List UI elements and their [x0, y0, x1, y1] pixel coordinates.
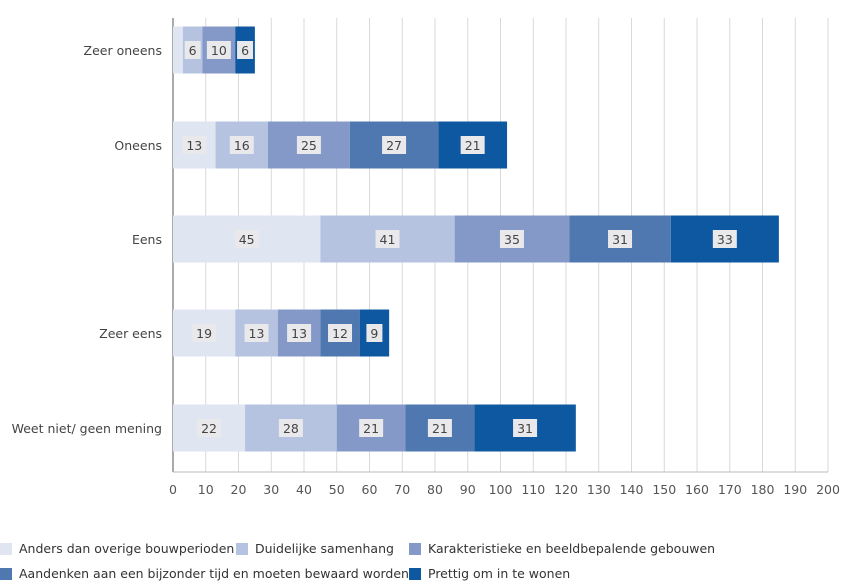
data-label: 22 [201, 421, 217, 436]
category-label: Zeer eens [99, 326, 162, 341]
x-tick-label: 20 [231, 482, 247, 497]
data-label: 28 [283, 421, 299, 436]
x-tick-label: 110 [521, 482, 545, 497]
x-tick-label: 60 [362, 482, 378, 497]
x-tick-label: 160 [685, 482, 709, 497]
data-label-bg [234, 230, 259, 248]
data-label-bg [382, 136, 407, 154]
x-tick-label: 40 [296, 482, 312, 497]
data-label: 13 [186, 138, 202, 153]
bar-segment [173, 26, 183, 74]
data-label: 12 [332, 326, 348, 341]
x-tick-label: 180 [751, 482, 775, 497]
data-label: 13 [249, 326, 265, 341]
data-label-bg [359, 419, 384, 437]
x-tick-label: 140 [620, 482, 644, 497]
data-label-bg [427, 419, 452, 437]
legend-label-3: Karakteristieke en beeldbepalende gebouw… [428, 541, 716, 556]
x-tick-label: 80 [427, 482, 443, 497]
x-tick-label: 30 [263, 482, 279, 497]
data-label: 31 [612, 232, 628, 247]
data-label-bg [499, 230, 524, 248]
data-label: 21 [465, 138, 481, 153]
x-tick-label: 200 [816, 482, 840, 497]
category-label: Eens [132, 232, 162, 247]
data-label-bg [608, 230, 633, 248]
data-label: 35 [504, 232, 520, 247]
legend-swatch-3 [409, 542, 421, 555]
data-label-bg [460, 136, 485, 154]
category-label: Oneens [114, 138, 162, 153]
data-label-bg [192, 324, 217, 342]
legend-label-1: Anders dan overige bouwperioden [19, 541, 235, 556]
data-label-bg [328, 324, 353, 342]
x-tick-label: 150 [652, 482, 676, 497]
legend-swatch-2 [236, 542, 248, 555]
x-tick-label: 70 [394, 482, 410, 497]
x-tick-label: 120 [554, 482, 578, 497]
x-tick-label: 10 [198, 482, 214, 497]
data-label-bg [197, 419, 222, 437]
data-label-bg [513, 419, 538, 437]
data-label-bg [278, 419, 303, 437]
x-tick-label: 170 [718, 482, 742, 497]
legend-swatch-5 [409, 567, 421, 580]
legend-label-4: Aandenken aan een bijzonder tijd en moet… [19, 566, 409, 581]
legend-item-5: Prettig om in te wonen [409, 566, 570, 581]
x-tick-label: 190 [783, 482, 807, 497]
data-label-bg [184, 41, 201, 59]
legend-item-2: Duidelijke samenhang [236, 541, 394, 556]
legend-label-5: Prettig om in te wonen [428, 566, 571, 581]
legend-item-4: Aandenken aan een bijzonder tijd en moet… [0, 566, 409, 581]
data-label: 33 [717, 232, 733, 247]
x-tick-label: 130 [587, 482, 611, 497]
data-label-bg [237, 41, 254, 59]
data-label-bg [287, 324, 312, 342]
data-label-bg [229, 136, 254, 154]
data-label: 10 [211, 43, 227, 58]
legend-label-2: Duidelijke samenhang [255, 541, 394, 556]
x-tick-label: 0 [169, 482, 177, 497]
data-label: 45 [239, 232, 255, 247]
data-label: 6 [189, 43, 197, 58]
x-tick-label: 100 [489, 482, 513, 497]
legend-item-1: Anders dan overige bouwperioden [0, 541, 234, 556]
data-label-bg [375, 230, 400, 248]
category-label: Weet niet/ geen mening [12, 421, 162, 436]
legend-swatch-4 [0, 567, 12, 580]
data-label-bg [244, 324, 269, 342]
data-label: 16 [234, 138, 250, 153]
data-label: 13 [291, 326, 307, 341]
data-label: 9 [370, 326, 378, 341]
data-label: 31 [517, 421, 533, 436]
data-label: 21 [363, 421, 379, 436]
data-label: 27 [386, 138, 402, 153]
data-label-bg [296, 136, 321, 154]
data-label-bg [712, 230, 737, 248]
data-label-bg [206, 41, 231, 59]
data-label: 41 [380, 232, 396, 247]
data-label: 21 [432, 421, 448, 436]
x-tick-label: 50 [329, 482, 345, 497]
data-label-bg [366, 324, 383, 342]
x-tick-label: 90 [460, 482, 476, 497]
data-label: 25 [301, 138, 317, 153]
category-label: Zeer oneens [84, 43, 162, 58]
legend-swatch-1 [0, 542, 12, 555]
data-label-bg [182, 136, 207, 154]
data-label: 19 [196, 326, 212, 341]
legend-item-3: Karakteristieke en beeldbepalende gebouw… [409, 541, 715, 556]
data-label: 6 [241, 43, 249, 58]
